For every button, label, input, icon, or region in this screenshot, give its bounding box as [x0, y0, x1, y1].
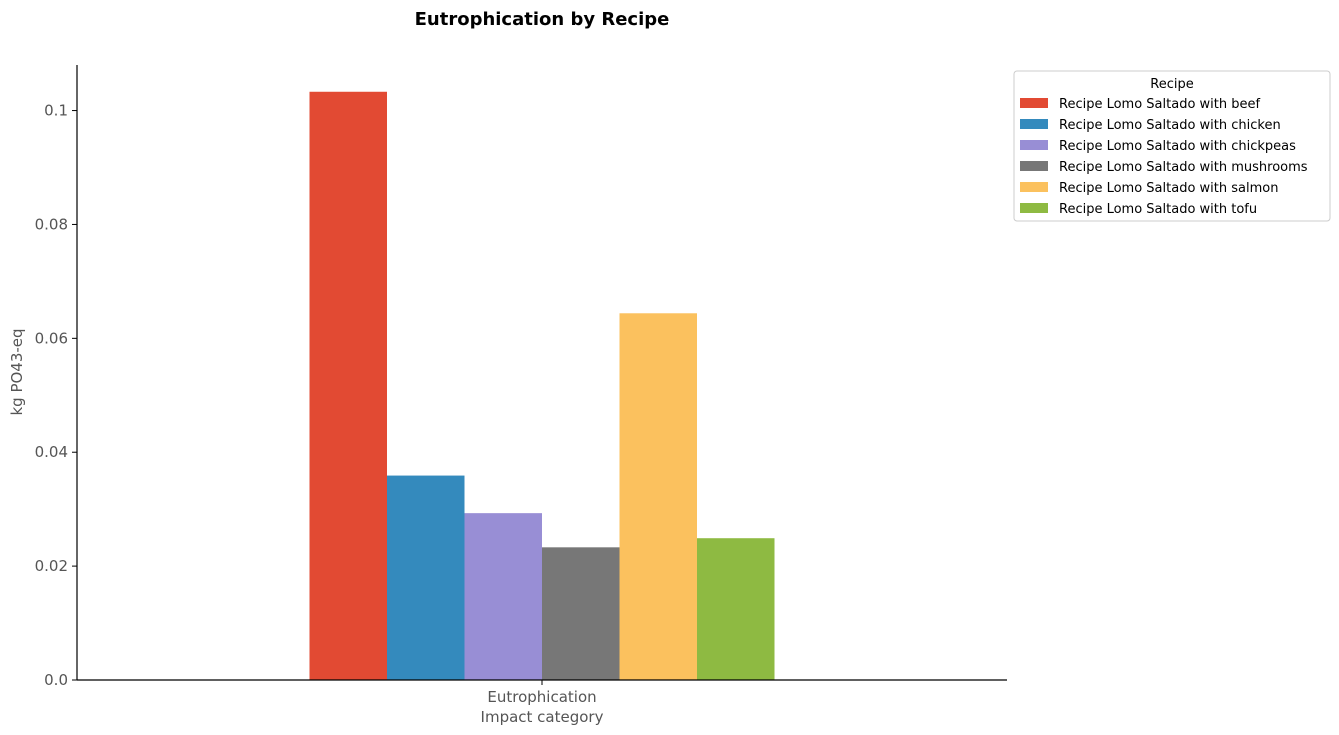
y-tick-label: 0.0: [44, 671, 68, 689]
legend-swatch: [1020, 98, 1048, 108]
y-axis-label: kg PO43-eq: [8, 328, 26, 415]
x-ticks-group: Eutrophication: [487, 680, 597, 706]
bars-group: [309, 91, 775, 680]
legend: Recipe Recipe Lomo Saltado with beefReci…: [1013, 70, 1331, 222]
legend-swatch: [1020, 140, 1048, 150]
y-tick-label: 0.02: [35, 557, 68, 575]
legend-frame: [1013, 70, 1331, 222]
chart-title: Eutrophication by Recipe: [415, 9, 670, 30]
bar: [464, 513, 542, 680]
x-tick-label: Eutrophication: [487, 688, 596, 706]
legend-swatch: [1020, 182, 1048, 192]
legend-label: Recipe Lomo Saltado with tofu: [1059, 202, 1257, 217]
legend-label: Recipe Lomo Saltado with chicken: [1059, 118, 1281, 133]
legend-label: Recipe Lomo Saltado with beef: [1059, 97, 1260, 112]
legend-label: Recipe Lomo Saltado with salmon: [1059, 181, 1278, 196]
legend-label: Recipe Lomo Saltado with mushrooms: [1059, 160, 1308, 175]
legend-label: Recipe Lomo Saltado with chickpeas: [1059, 139, 1296, 154]
bar: [619, 313, 697, 680]
bar: [697, 538, 775, 680]
legend-swatch: [1020, 203, 1048, 213]
legend-swatch: [1020, 119, 1048, 129]
x-axis-label: Impact category: [481, 708, 604, 726]
legend-title: Recipe: [1150, 77, 1193, 92]
y-tick-label: 0.08: [35, 215, 68, 233]
legend-items: Recipe Lomo Saltado with beef Recipe Lomo…: [1020, 97, 1308, 217]
y-tick-label: 0.1: [44, 102, 68, 120]
y-ticks-group: 0.0 0.02 0.04 0.06 0.08 0.1: [35, 102, 77, 689]
bar: [387, 475, 465, 680]
bar: [309, 91, 387, 680]
bar: [542, 547, 620, 680]
y-tick-label: 0.06: [35, 329, 68, 347]
y-tick-label: 0.04: [35, 443, 68, 461]
legend-swatch: [1020, 161, 1048, 171]
